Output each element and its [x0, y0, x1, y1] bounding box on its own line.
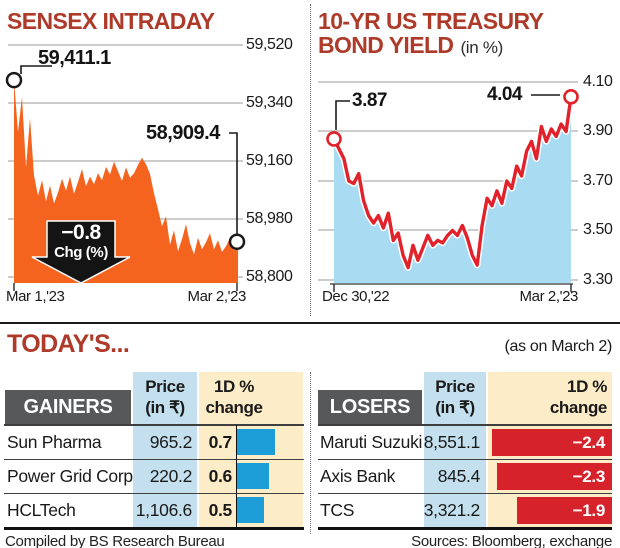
losers-price-column-stripe — [424, 372, 486, 528]
yield-start-label: 3.87 — [352, 90, 387, 111]
sensex-close-marker — [228, 233, 246, 250]
yield-end-label: 4.04 — [487, 84, 522, 105]
change-badge-value: −0.8 — [61, 221, 101, 244]
sensex-ytick-1: 59,340 — [246, 94, 293, 111]
losers-price-header-1: Price — [435, 377, 475, 396]
gainer-price-2: 1,106.6 — [135, 500, 193, 520]
loser-bar-1: −2.3 — [497, 462, 612, 490]
footer-credit: Compiled by BS Research Bureau — [5, 533, 225, 548]
loser-name-2: TCS — [320, 500, 355, 520]
yield-ytick-0: 4.10 — [583, 73, 613, 90]
gainers-change-header-1: 1D % — [214, 377, 254, 396]
gainers-price-header-2: (in ₹) — [145, 398, 185, 417]
yield-ytick-1: 3.90 — [583, 122, 613, 139]
gainer-price-0: 965.2 — [149, 432, 193, 452]
treasury-chart-title-line2: BOND YIELD (in %) — [318, 33, 503, 58]
gainer-change-1: 0.6 — [208, 466, 233, 486]
losers-change-header-2: change — [549, 398, 608, 417]
yield-fill-area — [334, 96, 571, 283]
gainer-change-0: 0.7 — [208, 432, 233, 452]
gainers-change-header-2: change — [205, 398, 263, 417]
loser-name-1: Axis Bank — [320, 466, 396, 486]
gainers-header: GAINERS — [5, 390, 131, 424]
gainers-separator-1 — [4, 458, 304, 460]
panel-divider-bottom — [310, 372, 311, 534]
treasury-title-bond-yield: BOND YIELD — [318, 32, 454, 58]
gainers-bar-axis — [235, 425, 237, 527]
losers-bottom-border — [318, 526, 612, 530]
yield-start-marker — [326, 131, 342, 147]
loser-price-2: 3,321.2 — [423, 500, 481, 520]
gainers-price-header-1: Price — [145, 377, 185, 396]
section-title: TODAY'S... — [7, 330, 130, 358]
loser-bar-2: −1.9 — [517, 496, 612, 524]
yield-line-casing — [330, 93, 575, 271]
losers-price-header-2: (in ₹) — [435, 398, 475, 417]
losers-change-header-1: 1D % — [567, 377, 607, 396]
gainer-name-0: Sun Pharma — [7, 432, 102, 452]
losers-separator-header — [318, 424, 612, 426]
loser-name-0: Maruti Suzuki — [320, 432, 423, 452]
close-leader-line — [229, 132, 238, 234]
gainer-change-2: 0.5 — [208, 500, 233, 520]
losers-separator-2 — [318, 492, 612, 494]
sensex-xtick-start: Mar 1,'23 — [6, 288, 65, 305]
losers-header: LOSERS — [318, 390, 422, 424]
footer-sources: Sources: Bloomberg, exchange — [411, 533, 612, 548]
loser-bar-0: −2.4 — [492, 428, 612, 456]
yield-start-leader — [335, 100, 350, 130]
sensex-ytick-4: 58,800 — [246, 268, 293, 285]
treasury-chart-title-line1: 10-YR US TREASURY — [318, 8, 544, 34]
gainer-price-1: 220.2 — [149, 466, 193, 486]
losers-separator-1 — [318, 458, 612, 460]
yield-end-marker — [563, 89, 579, 105]
gainers-separator-header — [4, 424, 304, 426]
gainers-price-column-stripe — [133, 372, 197, 528]
gainer-bar-1 — [237, 463, 270, 489]
sensex-ytick-2: 59,160 — [246, 152, 293, 169]
loser-price-0: 8,551.1 — [423, 432, 481, 452]
sensex-open-marker — [5, 71, 23, 89]
yield-line — [332, 95, 573, 270]
yield-xtick-start: Dec 30,'22 — [322, 288, 390, 305]
sensex-ytick-0: 59,520 — [246, 36, 293, 53]
yield-ytick-4: 3.30 — [583, 271, 613, 288]
loser-price-1: 845.4 — [437, 466, 481, 486]
section-rule — [0, 322, 620, 324]
as-on-date: (as on March 2) — [504, 338, 612, 355]
yield-xtick-end: Mar 2,'23 — [519, 288, 579, 305]
panel-divider-top — [310, 4, 311, 316]
gainer-bar-0 — [237, 429, 275, 455]
change-badge-label: Chg (%) — [54, 244, 108, 261]
sensex-chart-title: SENSEX INTRADAY — [7, 8, 215, 34]
gainer-bar-2 — [237, 497, 264, 523]
yield-ytick-2: 3.70 — [583, 172, 613, 189]
gainer-name-2: HCLTech — [7, 500, 76, 520]
sensex-close-label: 58,909.4 — [146, 122, 220, 144]
sensex-open-label: 59,411.1 — [38, 47, 111, 69]
gainers-bottom-border — [4, 526, 304, 530]
gainer-name-1: Power Grid Corp — [7, 466, 133, 486]
gainers-separator-2 — [4, 492, 304, 494]
sensex-ytick-3: 58,980 — [246, 210, 293, 227]
sensex-xtick-end: Mar 2,'23 — [187, 288, 247, 305]
yield-ytick-3: 3.50 — [583, 221, 613, 238]
treasury-title-unit: (in %) — [460, 38, 504, 57]
